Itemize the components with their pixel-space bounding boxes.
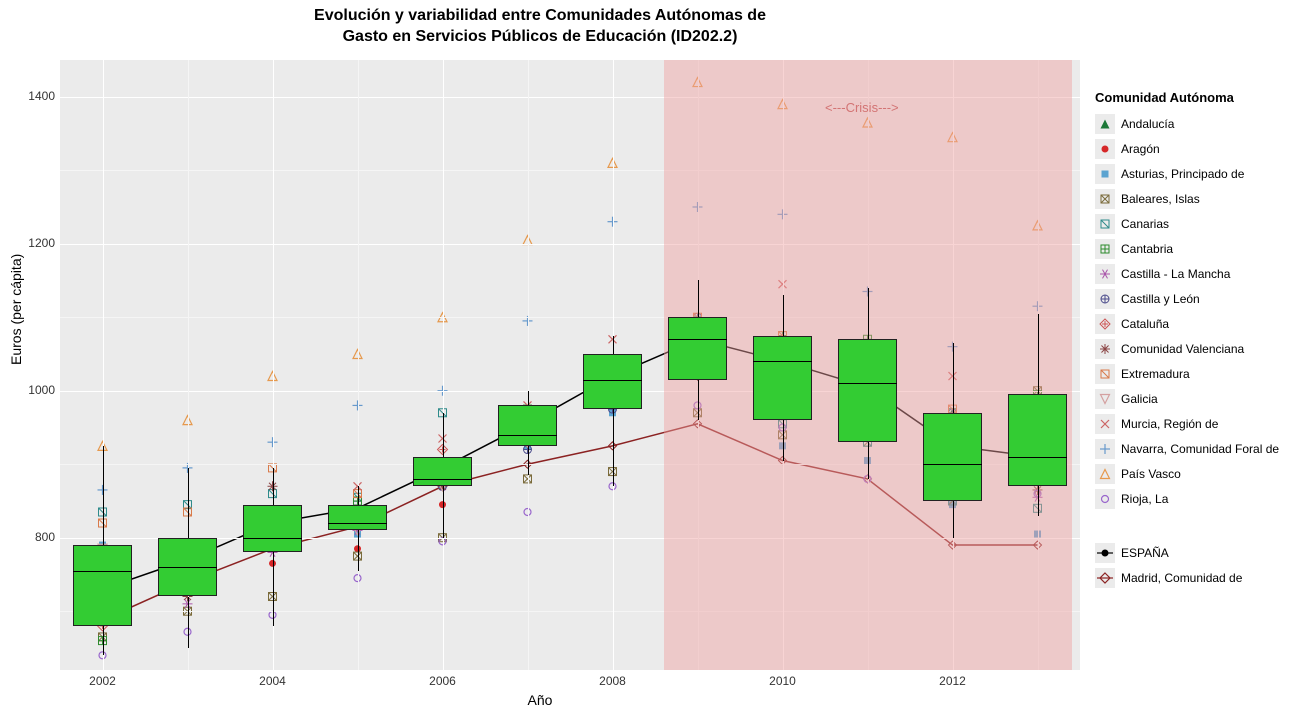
x-tick-label: 2010 bbox=[769, 674, 796, 688]
legend-item: Murcia, Región de bbox=[1095, 411, 1295, 436]
boxplot bbox=[583, 354, 643, 409]
legend-label: Asturias, Principado de bbox=[1121, 167, 1244, 181]
chart-title: Evolución y variabilidad entre Comunidad… bbox=[0, 6, 1080, 48]
legend-label: Rioja, La bbox=[1121, 492, 1168, 506]
legend-label: Castilla y León bbox=[1121, 292, 1200, 306]
legend2-item: ESPAÑA bbox=[1095, 540, 1295, 565]
x-tick-label: 2012 bbox=[939, 674, 966, 688]
legend-item: Baleares, Islas bbox=[1095, 186, 1295, 211]
legend-label: Cataluña bbox=[1121, 317, 1169, 331]
boxplot bbox=[243, 505, 303, 553]
y-tick-label: 1200 bbox=[5, 236, 55, 250]
legend-primary: Comunidad Autónoma Andalucía Aragón Asturi… bbox=[1095, 90, 1295, 511]
legend-item: Cataluña bbox=[1095, 311, 1295, 336]
legend-label: País Vasco bbox=[1121, 467, 1181, 481]
legend-label: Canarias bbox=[1121, 217, 1169, 231]
title-line1: Evolución y variabilidad entre Comunidad… bbox=[314, 7, 766, 24]
legend-label: Aragón bbox=[1121, 142, 1160, 156]
legend-label: Murcia, Región de bbox=[1121, 417, 1218, 431]
legend-label: Extremadura bbox=[1121, 367, 1190, 381]
x-tick-label: 2008 bbox=[599, 674, 626, 688]
boxplot bbox=[923, 413, 983, 501]
boxplot bbox=[328, 505, 388, 531]
x-axis-label: Año bbox=[0, 692, 1080, 708]
x-tick-label: 2002 bbox=[89, 674, 116, 688]
legend-label: Navarra, Comunidad Foral de bbox=[1121, 442, 1279, 456]
boxplot bbox=[753, 336, 813, 421]
boxplot bbox=[498, 405, 558, 445]
legend-item: Cantabria bbox=[1095, 236, 1295, 261]
y-tick-label: 1000 bbox=[5, 383, 55, 397]
legend-item: Galicia bbox=[1095, 386, 1295, 411]
legend-item: Comunidad Valenciana bbox=[1095, 336, 1295, 361]
x-tick-label: 2006 bbox=[429, 674, 456, 688]
legend-label: Andalucía bbox=[1121, 117, 1174, 131]
boxplot bbox=[73, 545, 133, 626]
legend2-label: ESPAÑA bbox=[1121, 546, 1169, 560]
legend-item: Castilla y León bbox=[1095, 286, 1295, 311]
legend-items: Andalucía Aragón Asturias, Principado de Ba… bbox=[1095, 111, 1295, 511]
legend-item: Rioja, La bbox=[1095, 486, 1295, 511]
chart-container: Evolución y variabilidad entre Comunidad… bbox=[0, 0, 1299, 710]
legend-item: Asturias, Principado de bbox=[1095, 161, 1295, 186]
crisis-label: <---Crisis---> bbox=[825, 100, 899, 115]
legend-title: Comunidad Autónoma bbox=[1095, 90, 1295, 105]
legend-label: Castilla - La Mancha bbox=[1121, 267, 1230, 281]
x-tick-label: 2004 bbox=[259, 674, 286, 688]
boxplot bbox=[413, 457, 473, 486]
plot-area: <---Crisis---> bbox=[60, 60, 1080, 670]
legend-label: Baleares, Islas bbox=[1121, 192, 1200, 206]
legend-label: Comunidad Valenciana bbox=[1121, 342, 1244, 356]
legend-label: Cantabria bbox=[1121, 242, 1173, 256]
boxplot bbox=[838, 339, 898, 442]
legend-label: Galicia bbox=[1121, 392, 1158, 406]
boxplot bbox=[668, 317, 728, 379]
y-axis-label: Euros (per cápita) bbox=[8, 254, 24, 365]
legend-item: Extremadura bbox=[1095, 361, 1295, 386]
legend-item: Castilla - La Mancha bbox=[1095, 261, 1295, 286]
legend-item: Andalucía bbox=[1095, 111, 1295, 136]
legend-item: Aragón bbox=[1095, 136, 1295, 161]
y-tick-label: 800 bbox=[5, 530, 55, 544]
title-line2: Gasto en Servicios Públicos de Educación… bbox=[343, 28, 738, 45]
legend-item: Canarias bbox=[1095, 211, 1295, 236]
legend-secondary: ESPAÑA Madrid, Comunidad de bbox=[1095, 540, 1295, 590]
legend-item: Navarra, Comunidad Foral de bbox=[1095, 436, 1295, 461]
y-tick-label: 1400 bbox=[5, 89, 55, 103]
boxplot bbox=[1008, 394, 1068, 486]
legend-item: País Vasco bbox=[1095, 461, 1295, 486]
legend2-item: Madrid, Comunidad de bbox=[1095, 565, 1295, 590]
legend2-label: Madrid, Comunidad de bbox=[1121, 571, 1242, 585]
